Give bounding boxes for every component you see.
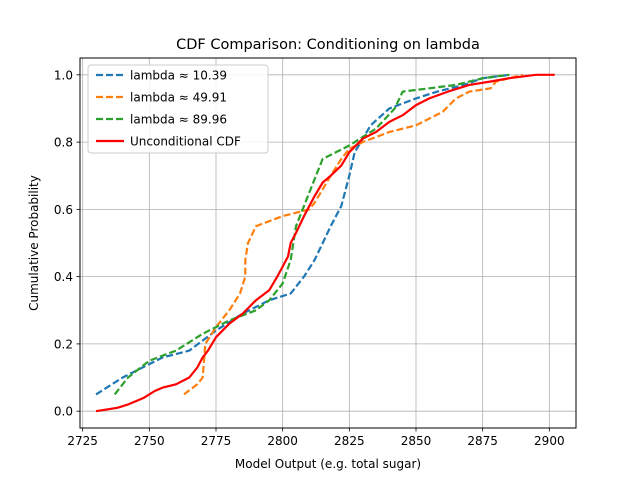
y-tick-label: 0.0: [54, 405, 73, 419]
x-tick-label: 2750: [134, 434, 165, 448]
x-tick-label: 2850: [401, 434, 432, 448]
chart-title: CDF Comparison: Conditioning on lambda: [176, 37, 480, 53]
x-axis-ticks: 2725 2750 2775 2800 2825 2850 2875 2900: [67, 428, 565, 448]
x-tick-label: 2725: [67, 434, 98, 448]
plot-frame: [79, 57, 577, 429]
legend: lambda ≈ 10.39 lambda ≈ 49.91 lambda ≈ 89.…: [87, 64, 269, 154]
x-tick-label: 2900: [534, 434, 565, 448]
y-tick-label: 1.0: [54, 68, 73, 82]
series-line-2: [113, 73, 510, 396]
x-tick-label: 2800: [267, 434, 298, 448]
x-tick-label: 2875: [467, 434, 498, 448]
y-axis-ticks: 0.0 0.2 0.4 0.6 0.8 1.0: [54, 68, 80, 419]
legend-label: lambda ≈ 49.91: [130, 91, 227, 105]
legend-label: Unconditional CDF: [130, 135, 241, 149]
y-tick-label: 0.2: [54, 337, 73, 351]
x-tick-label: 2825: [334, 434, 365, 448]
y-axis-title: Cumulative Probability: [27, 175, 41, 311]
series-lines: [95, 73, 555, 413]
series-line-3: [95, 73, 555, 413]
legend-label: lambda ≈ 89.96: [130, 113, 227, 127]
y-tick-label: 0.8: [54, 136, 73, 150]
grid: [80, 58, 576, 428]
y-tick-label: 0.6: [54, 203, 73, 217]
series-line-0: [95, 73, 510, 396]
legend-label: lambda ≈ 10.39: [130, 69, 227, 83]
legend-box: [87, 64, 269, 154]
x-axis-title: Model Output (e.g. total sugar): [235, 457, 421, 471]
x-tick-label: 2775: [201, 434, 232, 448]
y-tick-label: 0.4: [54, 270, 73, 284]
series-line-1: [183, 73, 523, 396]
